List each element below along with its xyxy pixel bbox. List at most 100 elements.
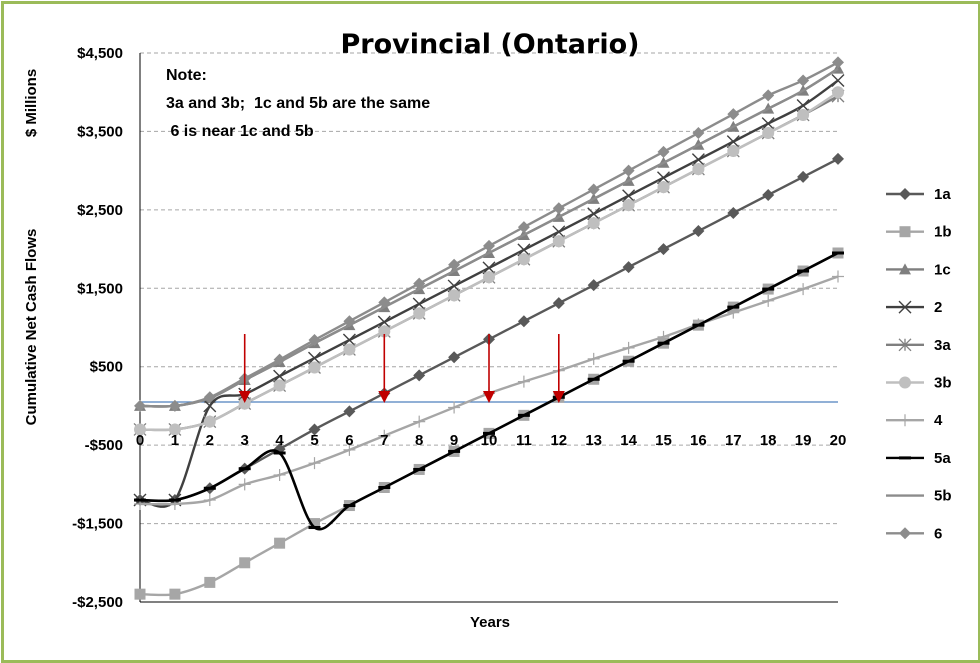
y-tick-label: $1,500 (77, 280, 123, 297)
point-5a-15 (657, 341, 670, 345)
x-tick-label: 12 (550, 432, 567, 449)
point-4-15 (657, 330, 670, 343)
point-5a-14 (622, 359, 635, 363)
point-1a-11 (517, 315, 530, 328)
arrow-year-12 (552, 334, 565, 403)
point-5a-4 (273, 451, 286, 455)
arrow-head (552, 391, 565, 403)
point-4-9 (448, 401, 461, 414)
point-1a-20 (832, 152, 844, 165)
point-3b-1 (168, 423, 181, 436)
point-5a-3 (238, 467, 251, 471)
point-1b-3 (239, 557, 251, 569)
x-tick-label: 7 (380, 432, 388, 449)
arrow-head (483, 391, 495, 403)
point-5a-10 (483, 431, 495, 435)
point-3b-10 (483, 271, 495, 284)
point-2-6 (342, 333, 356, 347)
point-2-9 (447, 279, 461, 293)
legend-item-2: 2 (886, 299, 942, 316)
point-6-6 (343, 315, 356, 328)
legend-label: 5b (934, 488, 952, 505)
legend-label: 4 (934, 412, 943, 429)
legend-item-1a: 1a (886, 186, 951, 203)
y-tick-label: $4,500 (77, 45, 123, 62)
point-6-2 (203, 391, 216, 404)
point-6-11 (517, 221, 530, 234)
point-1a-17 (727, 206, 740, 219)
x-tick-label: 0 (136, 432, 144, 449)
legend-label: 1a (934, 186, 951, 203)
x-tick-label: 19 (795, 432, 812, 449)
x-tick-label: 16 (690, 432, 707, 449)
point-6-12 (552, 202, 565, 215)
point-3b-20 (832, 86, 844, 99)
point-6-19 (797, 74, 810, 87)
point-4-11 (517, 375, 530, 388)
arrow-year-3 (238, 334, 251, 403)
point-2-14 (622, 189, 636, 203)
point-5a-0 (134, 498, 146, 502)
point-2-15 (657, 171, 670, 185)
point-1b-5 (309, 518, 320, 530)
point-2-12 (552, 225, 566, 239)
point-1a-19 (797, 170, 810, 183)
point-3b-14 (622, 199, 635, 212)
point-3b-2 (203, 415, 216, 428)
point-4-6 (343, 443, 356, 456)
point-2-16 (691, 153, 705, 167)
point-6-10 (483, 239, 495, 252)
legend-label: 6 (934, 525, 942, 542)
x-tick-label: 4 (275, 432, 284, 449)
point-6-13 (587, 183, 600, 196)
point-3b-15 (657, 181, 670, 194)
point-2-10 (482, 261, 496, 275)
legend-label: 3b (934, 375, 952, 392)
point-3b-12 (552, 235, 565, 248)
note-line-2: 3a and 3b; 1c and 5b are the same (166, 95, 430, 112)
note-line-1: Note: (166, 67, 207, 84)
point-4-5 (308, 457, 321, 470)
point-1a-18 (762, 188, 775, 201)
x-tick-label: 20 (830, 432, 847, 449)
arrow-head (378, 391, 391, 403)
legend-item-4: 4 (886, 412, 943, 429)
x-axis-label: Years (470, 614, 510, 631)
x-tick-label: 10 (481, 432, 498, 449)
point-3b-16 (692, 163, 705, 176)
point-6-20 (832, 56, 844, 69)
point-4-3 (238, 478, 251, 491)
point-4-4 (273, 468, 286, 481)
point-1a-6 (343, 405, 356, 418)
y-tick-label: -$500 (85, 437, 123, 454)
point-1b-1 (169, 588, 181, 600)
point-3b-3 (238, 397, 251, 410)
series-6 (134, 56, 844, 412)
legend-item-3a: 3a (886, 337, 951, 354)
legend-label: 5a (934, 450, 951, 467)
point-6-9 (448, 258, 461, 271)
legend-marker (899, 263, 911, 275)
point-5a-17 (727, 305, 740, 309)
x-tick-labels: 0 1 2 3 4 5 6 7 8 9 10 11 12 13 14 15 16 17 18 19 20 (136, 432, 847, 449)
x-tick-label: 1 (171, 432, 179, 449)
x-tick-label: 18 (760, 432, 777, 449)
x-tick-label: 8 (415, 432, 423, 449)
point-1a-5 (308, 423, 321, 436)
point-5a-18 (762, 287, 775, 291)
point-4-19 (797, 283, 810, 296)
x-tick-label: 17 (725, 432, 742, 449)
legend-marker (899, 456, 911, 460)
legend-marker (899, 376, 911, 389)
legend-marker (899, 414, 911, 427)
point-1b-2 (204, 576, 216, 588)
legend-marker (899, 226, 911, 238)
legend-marker (898, 300, 912, 314)
arrow-year-7 (378, 334, 391, 403)
point-6-1 (168, 399, 181, 412)
point-2-20 (831, 73, 845, 87)
point-3b-17 (727, 145, 740, 158)
point-6-15 (657, 145, 670, 158)
y-tick-label: $2,500 (77, 202, 123, 219)
arrow-year-10 (483, 334, 495, 403)
